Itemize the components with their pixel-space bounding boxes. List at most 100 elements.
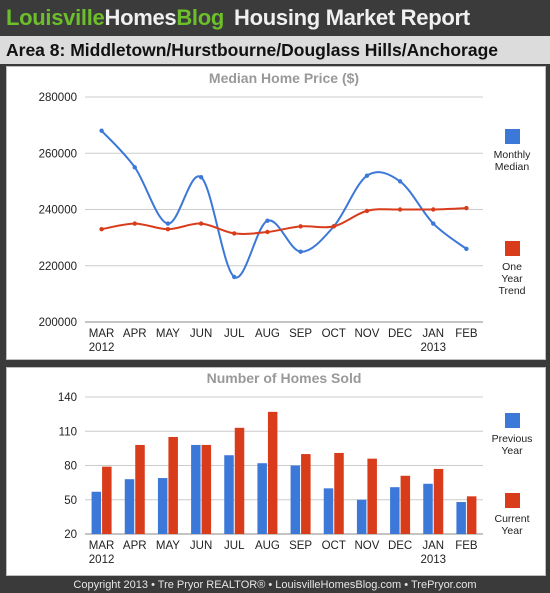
site-header: LouisvilleHomesBlog Housing Market Repor…: [0, 0, 550, 36]
bar: [257, 463, 267, 534]
report-title: Housing Market Report: [234, 5, 470, 30]
brand-homes: Homes: [104, 5, 177, 30]
x-tick-label: MAR: [89, 540, 115, 552]
x-tick-label: AUG: [255, 540, 280, 552]
x-tick-label: OCT: [322, 540, 346, 552]
x-year-label: 2013: [420, 342, 446, 354]
bar: [124, 479, 135, 534]
homes-sold-title: Number of Homes Sold: [207, 370, 362, 386]
legend-swatch: [505, 241, 520, 256]
bar: [456, 502, 466, 534]
x-tick-label: MAY: [156, 540, 180, 552]
bar: [356, 499, 367, 534]
x-tick-label: MAY: [156, 328, 180, 340]
x-tick-label: JAN: [422, 328, 444, 340]
bar: [301, 454, 311, 534]
x-tick-label: NOV: [354, 328, 379, 340]
y-tick-label: 80: [64, 461, 77, 473]
bar: [290, 465, 301, 534]
bar: [102, 466, 112, 534]
brand-logo: LouisvilleHomesBlog: [6, 5, 224, 31]
x-tick-label: MAR: [89, 328, 115, 340]
data-point: [464, 246, 469, 252]
x-tick-label: AUG: [255, 328, 280, 340]
data-point: [397, 179, 403, 184]
bar: [201, 444, 212, 534]
y-tick-label: 140: [58, 392, 77, 404]
data-point: [464, 205, 469, 211]
data-point: [331, 224, 336, 229]
bar: [91, 491, 102, 534]
x-tick-label: SEP: [289, 328, 312, 340]
data-point: [397, 207, 403, 212]
bar: [135, 444, 145, 534]
brand-louisville: Louisville: [6, 5, 105, 30]
bar: [433, 468, 444, 534]
bar: [367, 458, 377, 534]
data-point: [132, 165, 137, 170]
x-tick-label: JUL: [224, 540, 245, 552]
x-tick-label: DEC: [388, 540, 412, 552]
x-tick-label: FEB: [455, 540, 478, 552]
bar: [466, 496, 477, 534]
data-point: [99, 226, 104, 232]
x-tick-label: JUN: [190, 540, 212, 552]
x-year-label: 2012: [89, 342, 115, 354]
y-tick-label: 280000: [39, 92, 77, 104]
data-point: [298, 224, 303, 229]
data-point: [232, 231, 237, 236]
bar: [323, 488, 334, 534]
median-price-chart: Median Home Price ($) 200000 220000 240000 2…: [39, 70, 532, 354]
bar: [234, 427, 245, 534]
data-point: [232, 274, 237, 280]
legend-label: Previous: [492, 433, 533, 445]
bar: [157, 478, 168, 534]
bar: [224, 455, 234, 534]
y-tick-label: 220000: [39, 261, 77, 273]
legend-label: Current: [494, 513, 529, 525]
data-point: [198, 174, 204, 180]
data-point: [165, 221, 171, 226]
bar: [390, 487, 400, 534]
area-title-bar: Area 8: Middletown/Hurstbourne/Douglass …: [0, 36, 550, 64]
x-year-label: 2013: [420, 554, 446, 566]
median-price-panel: Median Home Price ($) 200000 220000 240000 2…: [6, 66, 546, 360]
legend-label: Trend: [498, 285, 525, 297]
data-point: [364, 208, 370, 214]
series-line: [101, 207, 467, 235]
x-tick-label: JAN: [422, 540, 444, 552]
x-tick-label: NOV: [354, 540, 379, 552]
homes-sold-chart: Number of Homes Sold 20 50 80 110 140 MAR APR MA…: [58, 370, 533, 566]
legend-swatch: [505, 493, 520, 508]
brand-blog: Blog: [176, 5, 225, 30]
data-point: [364, 173, 370, 178]
x-tick-label: OCT: [322, 328, 346, 340]
legend-swatch: [505, 129, 520, 144]
data-point: [198, 221, 204, 226]
data-point: [265, 218, 270, 223]
x-tick-label: JUL: [224, 328, 245, 340]
legend-label: Year: [501, 525, 523, 537]
y-tick-label: 20: [64, 529, 77, 541]
y-tick-label: 240000: [39, 205, 77, 217]
data-point: [431, 207, 436, 212]
median-price-title: Median Home Price ($): [209, 70, 359, 86]
x-tick-label: DEC: [388, 328, 412, 340]
legend-label: Year: [501, 273, 523, 285]
homes-sold-panel: Number of Homes Sold 20 50 80 110 140 MAR APR MA…: [6, 367, 546, 576]
x-tick-label: APR: [123, 540, 147, 552]
bar: [191, 444, 201, 534]
bar: [334, 452, 344, 534]
x-tick-label: FEB: [455, 328, 478, 340]
data-point: [431, 221, 436, 226]
legend-label: Monthly: [494, 149, 532, 161]
data-point: [265, 229, 270, 235]
x-tick-label: SEP: [289, 540, 312, 552]
bar: [168, 436, 178, 534]
data-point: [132, 221, 137, 226]
bar: [267, 411, 278, 534]
x-tick-label: JUN: [190, 328, 212, 340]
bar: [423, 483, 433, 534]
y-tick-label: 110: [59, 426, 77, 438]
legend-label: Median: [495, 161, 530, 173]
